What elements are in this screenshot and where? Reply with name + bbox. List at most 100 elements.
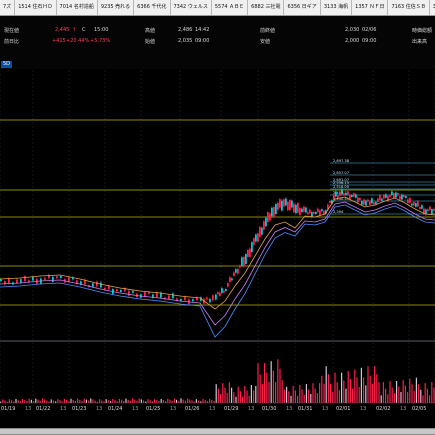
volume-bar — [365, 385, 367, 403]
volume-bar — [327, 374, 329, 403]
candle-body — [429, 206, 431, 211]
candle-body — [425, 209, 427, 215]
volume-bar — [338, 390, 340, 403]
candle-body — [375, 202, 377, 204]
stock-tab-12[interactable]: 3845 アイフリ — [430, 0, 435, 15]
stock-tab-2[interactable]: 7014 名村造船 — [57, 0, 98, 15]
volume-bar — [224, 387, 226, 403]
candle-body — [247, 249, 249, 257]
candle-body — [16, 279, 18, 283]
scrollbar-thumb[interactable] — [0, 429, 435, 434]
candle-body — [92, 283, 94, 287]
volume-bar — [367, 366, 369, 403]
candle-body — [407, 199, 409, 203]
volume-bar — [85, 399, 87, 403]
candle-body — [72, 277, 74, 280]
candle-body — [399, 196, 401, 200]
x-sublabel: 13 — [132, 406, 139, 412]
candle-body — [192, 299, 194, 302]
stock-tab-0[interactable]: 7ズ — [0, 0, 16, 15]
volume-bar — [242, 396, 244, 403]
candle-body — [357, 197, 359, 203]
candle-body — [351, 195, 353, 197]
volume-bar — [429, 395, 431, 403]
stock-tab-7[interactable]: 6882 三社電 — [248, 0, 285, 15]
candle-body — [365, 200, 367, 206]
candle-body — [343, 193, 345, 196]
volume-bar — [297, 395, 299, 403]
stock-tab-6[interactable]: 5574 ＡＢＥ — [212, 0, 249, 15]
candle-body — [337, 195, 339, 198]
volume-bar — [316, 393, 318, 403]
volume-bar — [312, 383, 314, 403]
volume-bar — [211, 400, 213, 403]
candle-body — [160, 292, 162, 298]
x-sublabel: 13 — [360, 406, 367, 412]
volume-bar — [418, 384, 420, 403]
volume-bar — [378, 382, 380, 403]
volume-bar — [189, 399, 191, 403]
volume-bar — [270, 361, 272, 403]
candle-body — [267, 212, 269, 222]
volume-bar — [301, 389, 303, 403]
candle-body — [379, 194, 381, 200]
volume-bar — [173, 398, 175, 403]
volume-bar — [101, 400, 103, 403]
stock-tab-9[interactable]: 3133 海帆 — [321, 0, 353, 15]
candle-body — [409, 197, 411, 203]
candle-body — [319, 210, 321, 216]
volume-bar — [266, 372, 268, 403]
volume-bar — [253, 390, 255, 403]
quote-panel: 現在値 2,445 ↑ C 15:00 前日比 +415 +20.44% +5.… — [0, 16, 435, 61]
volume-bar — [88, 400, 90, 403]
candle-body — [44, 277, 46, 280]
volume-bar — [99, 399, 101, 403]
volume-bar — [4, 400, 6, 403]
volume-bar — [2, 399, 4, 403]
candle-body — [128, 290, 130, 296]
stock-tab-11[interactable]: 7163 住信ＳＢ — [388, 0, 430, 15]
volume-bar — [424, 383, 426, 403]
price-chart: 2,697.38 2,657.07 2,601.072,556.152,516.00… — [0, 69, 435, 435]
volume-label: 出来高 — [412, 39, 428, 45]
ma-line-3 — [0, 204, 435, 338]
candle-body — [273, 207, 275, 217]
stock-tab-3[interactable]: 9235 売れる — [98, 0, 135, 15]
stock-tab-5[interactable]: 7342 ウェルス — [171, 0, 212, 15]
candle-body — [403, 195, 405, 197]
stock-tab-10[interactable]: 1357 ＮＦ日 — [352, 0, 389, 15]
candle-body — [184, 296, 186, 301]
candle-body — [427, 209, 429, 212]
chart-toolbar: 5D — [0, 61, 435, 69]
volume-bar — [83, 398, 85, 403]
candle-body — [108, 285, 110, 290]
candle-body — [241, 257, 243, 266]
volume-bar — [264, 363, 266, 403]
volume-bar — [35, 398, 37, 403]
volume-bar — [341, 372, 343, 403]
x-label-01-23: 01/23 — [72, 406, 87, 412]
volume-bar — [389, 381, 391, 403]
volume-bar — [237, 386, 239, 403]
candle-body — [84, 279, 86, 285]
stock-tab-8[interactable]: 6356 日ギア — [284, 0, 321, 15]
volume-bar — [409, 378, 411, 403]
candle-body — [405, 196, 407, 198]
volume-bar — [123, 401, 125, 403]
prev-change: +415 — [52, 38, 66, 44]
volume-bar — [195, 399, 197, 403]
candle-body — [20, 279, 22, 283]
candle-body — [172, 293, 174, 299]
stock-tab-1[interactable]: 1514 住石ＨＤ — [15, 0, 57, 15]
volume-bar — [28, 398, 30, 403]
candle-body — [235, 269, 237, 273]
volume-bar — [382, 382, 384, 403]
open-label: 始値 — [145, 39, 156, 45]
open-value: 2,035 — [178, 38, 193, 44]
chart-scrollbar[interactable] — [0, 428, 435, 435]
market-cap-label: 時価総額 — [412, 28, 433, 34]
stock-tab-4[interactable]: 6366 千代化 — [134, 0, 171, 15]
period-badge[interactable]: 5D — [1, 61, 13, 68]
candle-body — [206, 297, 208, 300]
volume-bar — [385, 388, 387, 403]
